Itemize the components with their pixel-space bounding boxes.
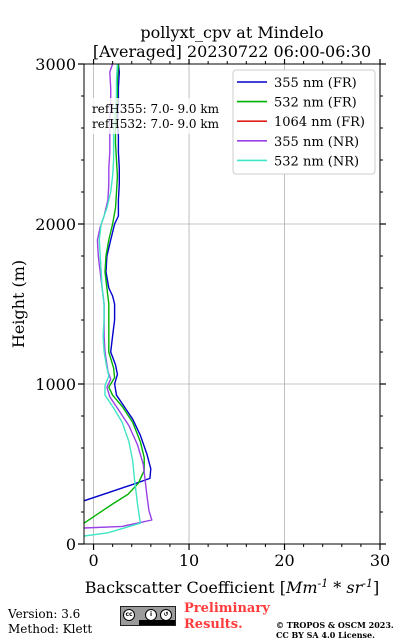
legend-label: 532 nm (NR) <box>274 154 359 169</box>
series-line <box>84 64 145 524</box>
legend-label: 355 nm (NR) <box>274 135 359 150</box>
license-badge: cc i ↺ <box>120 606 176 626</box>
series-line <box>84 64 141 537</box>
x-tick-label: 30 <box>370 551 390 570</box>
creative-commons-icon: cc <box>123 609 135 621</box>
legend-label: 355 nm (FR) <box>274 76 357 91</box>
legend: 355 nm (FR) 532 nm (FR) 1064 nm (FR) 355 nm… <box>232 69 376 175</box>
method-label: Method: Klett <box>8 622 93 636</box>
x-axis-label-unit-part: * sr <box>328 578 363 597</box>
preliminary-notice: Preliminary Results. <box>184 601 270 633</box>
preliminary-line-1: Preliminary <box>184 601 270 616</box>
copyright-notice: © TROPOS & OSCM 2023. CC BY SA 4.0 Licen… <box>276 620 394 640</box>
y-tick-labels: 0 1000 2000 3000 <box>35 55 76 554</box>
x-axis-label-exponent: -1 <box>318 577 329 590</box>
x-axis-label-exponent: -1 <box>362 577 373 590</box>
license-band <box>139 620 175 625</box>
series-line <box>84 64 152 502</box>
chart-subtitle: [Averaged] 20230722 06:00-06:30 <box>93 42 371 61</box>
y-tick-label: 1000 <box>35 375 76 394</box>
footer-info: Version: 3.6 Method: Klett <box>8 607 92 637</box>
copyright-line-1: © TROPOS & OSCM 2023. <box>276 620 394 630</box>
y-tick-label: 0 <box>66 535 76 554</box>
y-tick-label: 2000 <box>35 215 76 234</box>
y-tick-label: 3000 <box>35 55 76 74</box>
legend-label: 532 nm (FR) <box>274 96 357 111</box>
x-tick-label: 10 <box>179 551 199 570</box>
x-tick-labels: 0 10 20 30 <box>88 551 390 570</box>
preliminary-line-2: Results. <box>184 617 243 632</box>
x-axis-label-close: ] <box>373 578 379 597</box>
x-tick-label: 0 <box>88 551 98 570</box>
series-lines <box>84 64 153 537</box>
reference-notes-background <box>90 98 230 134</box>
x-tick-label: 20 <box>274 551 294 570</box>
chart-title: pollyxt_cpv at Mindelo <box>140 23 323 42</box>
x-axis-label: Backscatter Coefficient [Mm-1 * sr-1] <box>85 577 379 598</box>
reference-height-note: refH532: 7.0- 9.0 km <box>92 117 220 131</box>
legend-label: 1064 nm (FR) <box>274 115 365 130</box>
version-label: Version: 3.6 <box>8 607 81 621</box>
chart: pollyxt_cpv at Mindelo [Averaged] 202307… <box>9 23 390 598</box>
x-axis-label-unit-part: Mm <box>285 578 318 597</box>
x-axis-label-text: Backscatter Coefficient [ <box>85 578 286 597</box>
copyright-line-2: CC BY SA 4.0 License. <box>276 630 375 640</box>
reference-height-note: refH355: 7.0- 9.0 km <box>92 102 220 116</box>
y-axis-label: Height (m) <box>9 260 28 348</box>
legend-box <box>232 69 376 175</box>
plot-frame <box>83 63 381 545</box>
x-axis-label-unit: Mm-1 * sr-1 <box>285 577 373 598</box>
